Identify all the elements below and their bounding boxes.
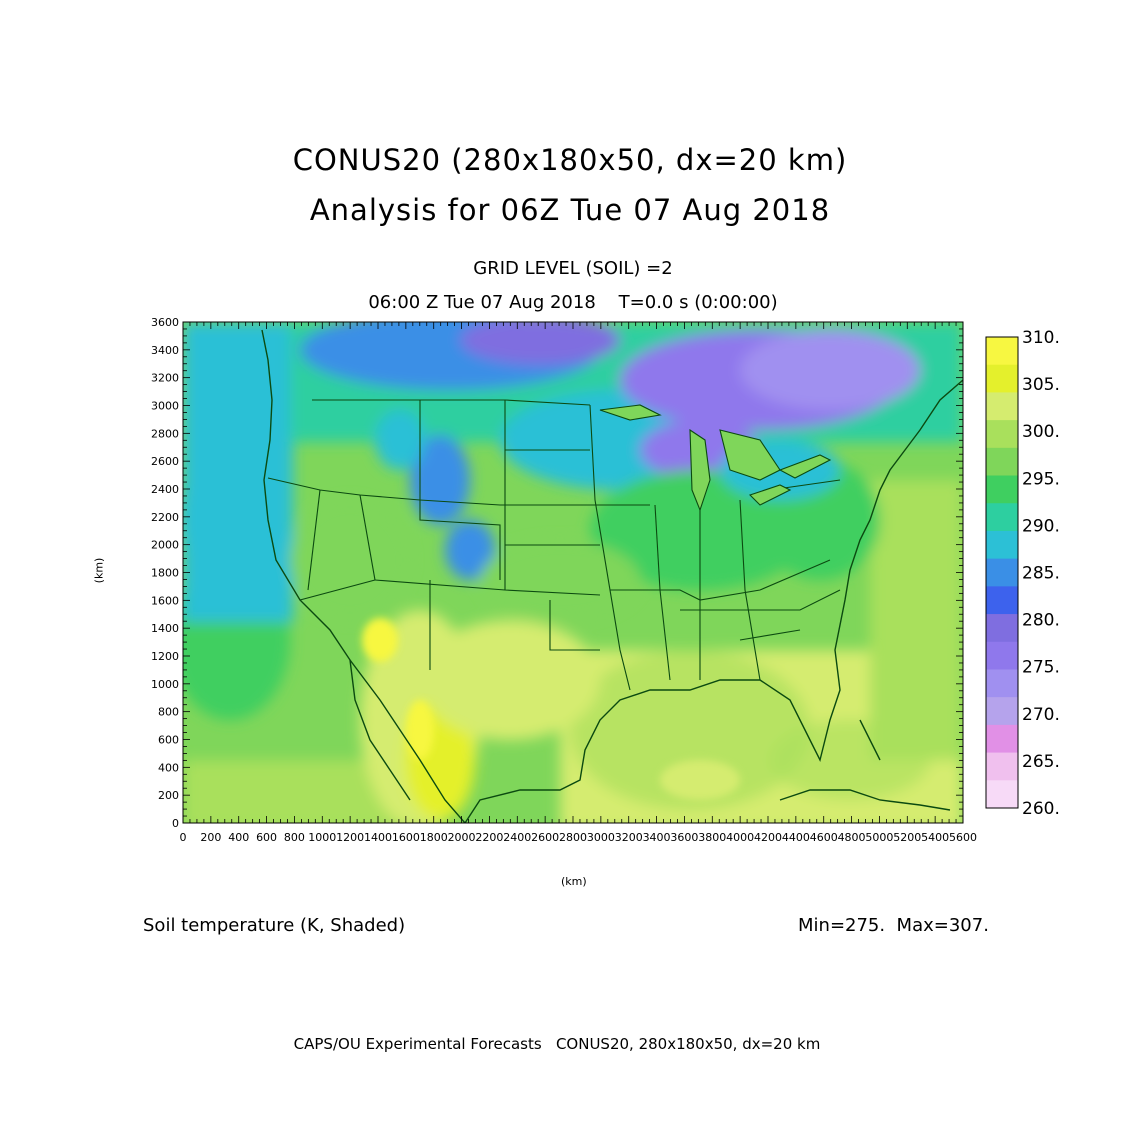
y-tick-label: 3600 bbox=[151, 316, 179, 329]
x-tick-label: 1800 bbox=[420, 831, 448, 844]
colorbar: 310. 305. 300. 295. 290. 285. 280. 275. 270. 265.… bbox=[985, 328, 1060, 819]
x-tick-label: 2000 bbox=[448, 831, 476, 844]
x-tick-label: 1600 bbox=[392, 831, 420, 844]
colorbar-swatch bbox=[986, 752, 1018, 781]
variable-label: Soil temperature (K, Shaded) bbox=[143, 915, 406, 936]
x-tick-label: 3400 bbox=[643, 831, 671, 844]
valid-time-label: 06:00 Z Tue 07 Aug 2018 T=0.0 s (0:00:00… bbox=[368, 292, 778, 313]
colorbar-label: 310. bbox=[1022, 328, 1060, 348]
colorbar-label: 285. bbox=[1022, 564, 1060, 584]
colorbar-swatch bbox=[986, 337, 1018, 366]
grid-level-label: GRID LEVEL (SOIL) =2 bbox=[473, 258, 673, 279]
colorbar-label: 260. bbox=[1022, 799, 1060, 819]
y-tick-label: 400 bbox=[158, 761, 179, 774]
x-tick-label: 0 bbox=[180, 831, 187, 844]
x-tick-label: 2400 bbox=[503, 831, 531, 844]
colorbar-label: 300. bbox=[1022, 422, 1060, 442]
y-tick-label: 0 bbox=[172, 817, 179, 830]
x-tick-label: 200 bbox=[200, 831, 221, 844]
x-axis-unit: (km) bbox=[561, 875, 587, 888]
x-tick-label: 3600 bbox=[670, 831, 698, 844]
x-tick-label: 400 bbox=[228, 831, 249, 844]
x-tick-label: 1400 bbox=[364, 831, 392, 844]
x-tick-label: 3800 bbox=[698, 831, 726, 844]
state-boundaries bbox=[267, 399, 841, 691]
colorbar-label: 305. bbox=[1022, 375, 1060, 395]
y-tick-label: 3400 bbox=[151, 344, 179, 357]
colorbar-swatch bbox=[986, 558, 1018, 587]
colorbar-swatch bbox=[986, 780, 1018, 809]
x-tick-label: 5400 bbox=[921, 831, 949, 844]
analysis-time-title: Analysis for 06Z Tue 07 Aug 2018 bbox=[309, 193, 831, 227]
y-tick-label: 2000 bbox=[151, 539, 179, 552]
colorbar-swatch bbox=[986, 586, 1018, 615]
colorbar-swatch bbox=[986, 669, 1018, 698]
colorbar-label: 280. bbox=[1022, 611, 1060, 631]
shaded-field bbox=[183, 322, 963, 823]
x-tick-label: 600 bbox=[256, 831, 277, 844]
x-tick-label: 4600 bbox=[810, 831, 838, 844]
x-tick-label: 800 bbox=[284, 831, 305, 844]
y-tick-label: 1400 bbox=[151, 622, 179, 635]
y-tick-label: 600 bbox=[158, 734, 179, 747]
y-tick-label: 2400 bbox=[151, 483, 179, 496]
y-tick-label: 1200 bbox=[151, 650, 179, 663]
y-tick-label: 2200 bbox=[151, 511, 179, 524]
y-axis-unit: (km) bbox=[92, 557, 106, 584]
min-max-label: Min=275. Max=307. bbox=[798, 915, 989, 936]
coastline-outline bbox=[261, 329, 963, 823]
colorbar-swatch bbox=[986, 641, 1018, 670]
colorbar-label: 265. bbox=[1022, 752, 1060, 772]
map-title: CONUS20 (280x180x50, dx=20 km) bbox=[292, 143, 848, 177]
y-tick-label: 3200 bbox=[151, 372, 179, 385]
x-tick-label: 2200 bbox=[475, 831, 503, 844]
x-tick-label: 2600 bbox=[531, 831, 559, 844]
colorbar-label: 270. bbox=[1022, 705, 1060, 725]
x-tick-label: 5000 bbox=[865, 831, 893, 844]
great-lakes bbox=[599, 404, 832, 512]
y-tick-label: 2800 bbox=[151, 427, 179, 440]
x-tick-label: 5600 bbox=[949, 831, 977, 844]
footer-credit: CAPS/OU Experimental Forecasts CONUS20, … bbox=[293, 1035, 821, 1053]
colorbar-swatch bbox=[986, 364, 1018, 393]
colorbar-swatch bbox=[986, 697, 1018, 726]
x-tick-label: 3200 bbox=[615, 831, 643, 844]
colorbar-frame bbox=[985, 336, 1019, 809]
y-tick-label: 1600 bbox=[151, 594, 179, 607]
y-tick-label: 3000 bbox=[151, 400, 179, 413]
colorbar-swatch bbox=[986, 614, 1018, 643]
colorbar-swatch bbox=[986, 420, 1018, 449]
colorbar-label: 290. bbox=[1022, 516, 1060, 536]
x-tick-label: 4200 bbox=[754, 831, 782, 844]
x-tick-label: 3000 bbox=[587, 831, 615, 844]
x-tick-label: 1000 bbox=[308, 831, 336, 844]
y-tick-label: 200 bbox=[158, 789, 179, 802]
x-tick-label: 2800 bbox=[559, 831, 587, 844]
y-tick-label: 2600 bbox=[151, 455, 179, 468]
axis-ticks: 0 200 400 600 800 1000 1200 1400 1600 1800 2000 220… bbox=[151, 316, 977, 844]
y-tick-label: 800 bbox=[158, 706, 179, 719]
colorbar-swatch bbox=[986, 447, 1018, 477]
y-tick-label: 1000 bbox=[151, 678, 179, 691]
colorbar-swatch bbox=[986, 503, 1018, 532]
colorbar-swatch bbox=[986, 530, 1018, 560]
colorbar-swatch bbox=[986, 724, 1018, 754]
colorbar-swatch bbox=[986, 475, 1018, 504]
y-tick-label: 1800 bbox=[151, 567, 179, 580]
x-tick-label: 5200 bbox=[893, 831, 921, 844]
x-tick-label: 4800 bbox=[838, 831, 866, 844]
x-tick-label: 4400 bbox=[782, 831, 810, 844]
colorbar-label: 295. bbox=[1022, 469, 1060, 489]
x-tick-label: 4000 bbox=[726, 831, 754, 844]
x-tick-label: 1200 bbox=[336, 831, 364, 844]
colorbar-label: 275. bbox=[1022, 658, 1060, 678]
colorbar-swatch bbox=[986, 392, 1018, 421]
